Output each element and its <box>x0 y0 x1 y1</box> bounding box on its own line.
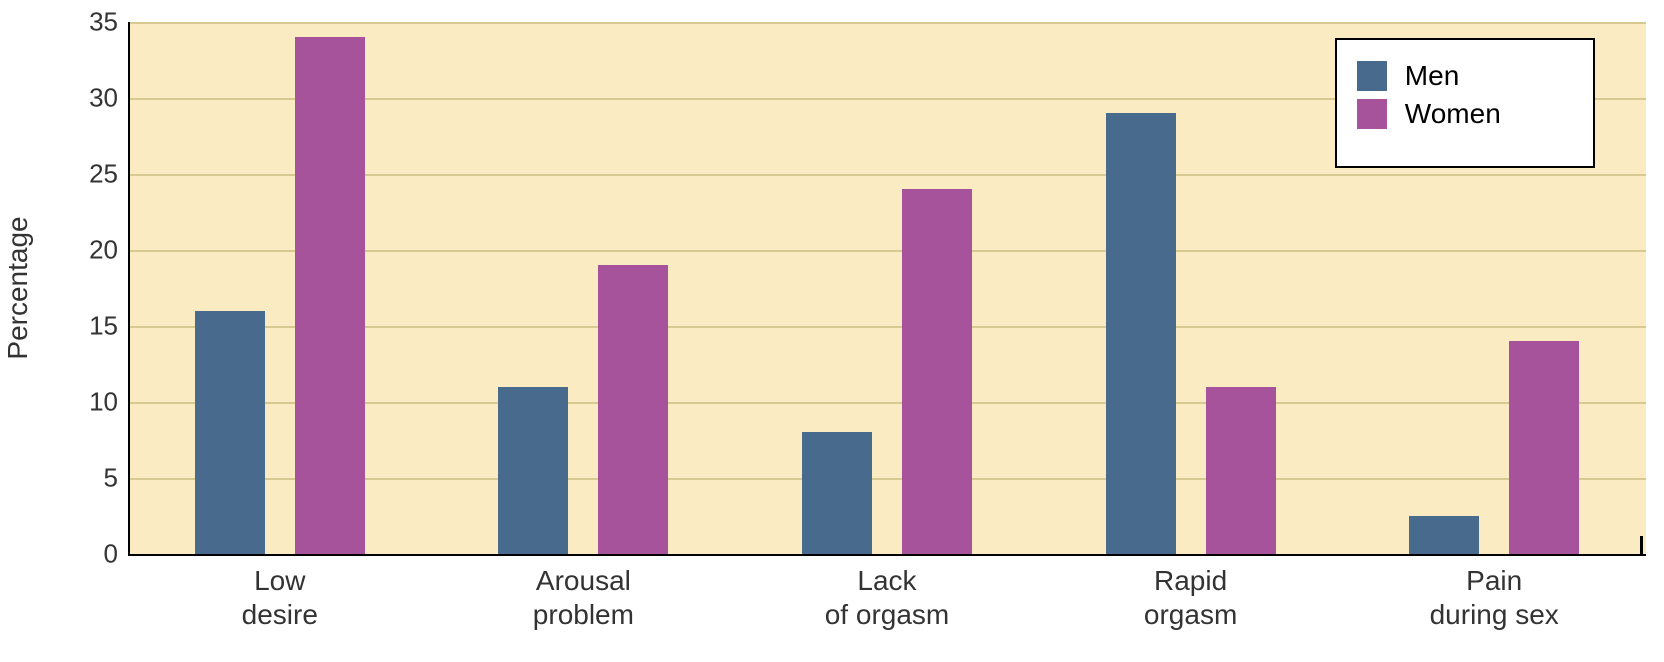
legend-swatch <box>1357 61 1387 91</box>
chart-legend: Men Women <box>1335 38 1595 168</box>
chart-container: Percentage 0 5 10 15 20 25 30 35 Low desireArou… <box>0 0 1664 662</box>
y-tick-label: 30 <box>68 83 118 114</box>
legend-label: Women <box>1405 98 1501 130</box>
gridline <box>128 22 1646 24</box>
x-axis-line <box>128 554 1646 556</box>
bar <box>498 387 568 554</box>
y-axis-label: Percentage <box>2 138 34 438</box>
legend-item: Men <box>1357 60 1573 92</box>
bar <box>1409 516 1479 554</box>
x-tick-label: Pain during sex <box>1342 564 1646 631</box>
y-tick-label: 35 <box>68 7 118 38</box>
bar <box>195 311 265 554</box>
axis-end-tick <box>1640 536 1643 554</box>
bar <box>1509 341 1579 554</box>
x-tick-label: Arousal problem <box>432 564 736 631</box>
bar <box>902 189 972 554</box>
y-tick-label: 0 <box>68 539 118 570</box>
bar <box>802 432 872 554</box>
y-tick-label: 10 <box>68 387 118 418</box>
y-axis-line <box>128 22 130 554</box>
bar <box>1106 113 1176 554</box>
legend-swatch <box>1357 99 1387 129</box>
legend-item: Women <box>1357 98 1573 130</box>
y-tick-label: 25 <box>68 159 118 190</box>
bar <box>295 37 365 554</box>
bar <box>598 265 668 554</box>
bar <box>1206 387 1276 554</box>
x-tick-label: Rapid orgasm <box>1039 564 1343 631</box>
y-tick-label: 15 <box>68 311 118 342</box>
y-tick-label: 5 <box>68 463 118 494</box>
legend-label: Men <box>1405 60 1459 92</box>
x-tick-label: Lack of orgasm <box>735 564 1039 631</box>
x-tick-label: Low desire <box>128 564 432 631</box>
y-tick-label: 20 <box>68 235 118 266</box>
